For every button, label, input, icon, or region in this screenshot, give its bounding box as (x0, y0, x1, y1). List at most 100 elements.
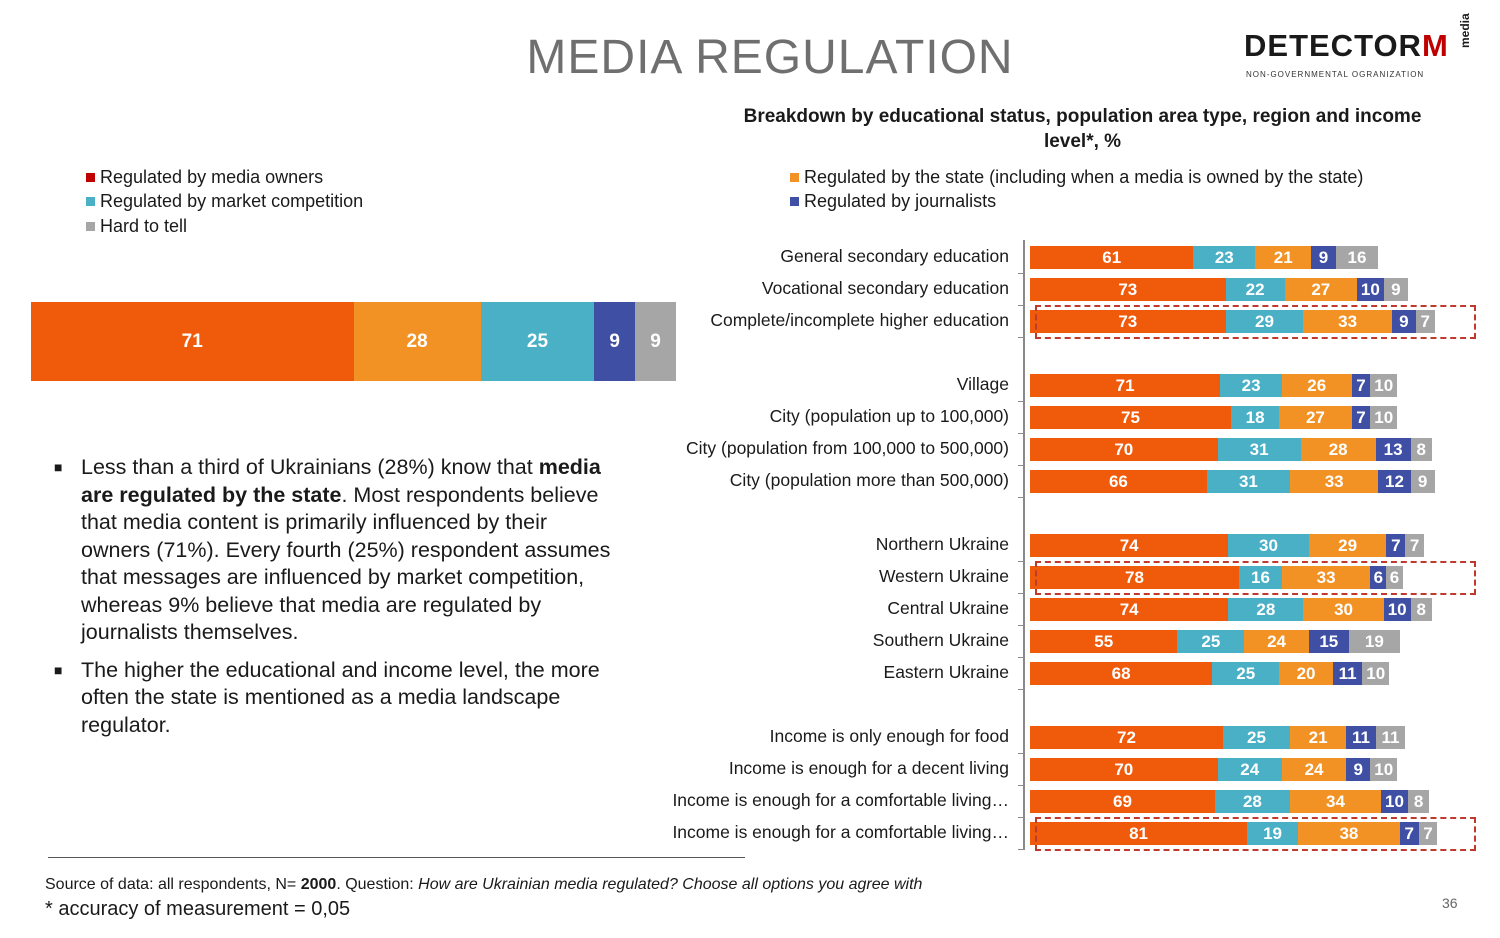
bar-segment: 75 (1030, 406, 1231, 429)
bar-segment: 68 (1030, 662, 1213, 685)
bar-segment: 28 (1300, 438, 1376, 461)
legend-label: Regulated by journalists (804, 191, 997, 211)
overall-bar-segment: 9 (635, 302, 676, 381)
bar-segment: 61 (1030, 246, 1194, 269)
bar-segment: 18 (1231, 406, 1280, 429)
chart-title: Breakdown by educational status, populat… (743, 106, 1422, 152)
row-label: Eastern Ukraine (883, 662, 1009, 682)
bar-segment: 20 (1279, 662, 1333, 685)
bar-segment: 25 (1222, 726, 1290, 749)
bar-segment: 10 (1370, 406, 1398, 429)
accuracy-note: * accuracy of measurement = 0,05 (45, 898, 351, 920)
row-label: Northern Ukraine (875, 534, 1009, 554)
bar-segment: 29 (1225, 310, 1304, 333)
bar-segment: 33 (1289, 470, 1379, 493)
axis-tick (1018, 273, 1024, 274)
bar-segment: 78 (1030, 566, 1240, 589)
bar-segment: 71 (1030, 374, 1221, 397)
legend-state: Regulated by the state (including when a… (790, 167, 1363, 188)
footer-divider (48, 857, 745, 858)
bar-segment: 11 (1375, 726, 1406, 749)
bar-segment: 30 (1228, 534, 1309, 557)
bar-segment: 9 (1410, 470, 1435, 493)
bar-segment: 7 (1418, 822, 1438, 845)
axis-tick (1018, 625, 1024, 626)
source-note: Source of data: all respondents, N= 2000… (45, 876, 922, 894)
overall-stacked-bar: 71 28 25 9 9 (31, 302, 676, 381)
bar-segment: 27 (1284, 278, 1357, 301)
bar-segment: 7 (1351, 374, 1371, 397)
page-number: 36 (1442, 895, 1458, 911)
overall-bar-segment: 28 (353, 302, 481, 381)
bar-segment: 28 (1228, 598, 1304, 621)
bar-segment: 81 (1030, 822, 1248, 845)
bar-segment: 70 (1030, 438, 1218, 461)
bar-segment: 8 (1410, 438, 1432, 461)
bullet-text: The higher the educational and income le… (81, 657, 600, 737)
axis-tick (1018, 657, 1024, 658)
bar-segment: 33 (1281, 566, 1371, 589)
row-label: Income is enough for a comfortable livin… (672, 822, 1009, 842)
legend-journalists: Regulated by journalists (790, 191, 996, 212)
legend-market: Regulated by market competition (86, 191, 363, 212)
bar-segment: 6 (1386, 566, 1403, 589)
legend-label: Regulated by the state (including when a… (804, 167, 1364, 187)
sample-size: 2000 (300, 876, 337, 893)
legend-swatch (86, 173, 95, 182)
overall-bar-segment: 9 (594, 302, 636, 381)
axis-tick (1018, 785, 1024, 786)
bar-segment: 19 (1348, 630, 1400, 653)
legend-label: Regulated by market competition (100, 191, 364, 211)
axis-tick (1018, 689, 1024, 690)
bar-segment: 15 (1308, 630, 1349, 653)
highlight-box (1035, 305, 1476, 339)
axis-tick (1018, 561, 1024, 562)
bar-segment: 7 (1399, 822, 1419, 845)
axis-tick (1018, 465, 1024, 466)
bar-segment: 16 (1239, 566, 1282, 589)
bar-segment: 23 (1193, 246, 1256, 269)
row-label: Central Ukraine (887, 598, 1009, 618)
bar-segment: 24 (1281, 758, 1347, 781)
bar-segment: 28 (1214, 790, 1290, 813)
bar-segment: 69 (1030, 790, 1215, 813)
bar-segment: 70 (1030, 758, 1218, 781)
bar-segment: 7 (1351, 406, 1371, 429)
bar-segment: 10 (1370, 374, 1398, 397)
bar-segment: 11 (1346, 726, 1376, 749)
bar-segment: 13 (1375, 438, 1411, 461)
bar-segment: 25 (1177, 630, 1245, 653)
bar-segment: 10 (1362, 662, 1390, 685)
bar-segment: 24 (1244, 630, 1309, 653)
page-title: MEDIA REGULATION (526, 31, 1014, 84)
legend-swatch (790, 197, 799, 206)
bar-segment: 73 (1030, 310, 1226, 333)
logo-word: DETECTORM (1244, 28, 1449, 63)
bar-segment: 7 (1405, 534, 1424, 557)
legend-swatch (86, 222, 95, 231)
axis-tick (1018, 433, 1024, 434)
bullet-text: Less than a third of Ukrainians (28%) kn… (81, 455, 539, 479)
legend-label: Regulated by media owners (100, 167, 324, 187)
bar-segment: 29 (1308, 534, 1387, 557)
bullet-item: ■ The higher the educational and income … (52, 657, 622, 740)
row-label: Southern Ukraine (872, 630, 1009, 650)
bullet-bold-text: media are regulated by the state (81, 455, 601, 507)
bar-segment: 26 (1281, 374, 1352, 397)
bar-segment: 25 (1212, 662, 1280, 685)
bar-segment: 8 (1407, 790, 1430, 813)
legend-media-owners: Regulated by media owners (86, 167, 323, 188)
bar-segment: 12 (1378, 470, 1411, 493)
bar-segment: 10 (1381, 790, 1408, 813)
row-label: Income is only enough for food (769, 726, 1009, 746)
bar-segment: 23 (1220, 374, 1282, 397)
bar-segment: 7 (1415, 310, 1435, 333)
row-label: Vocational secondary education (761, 278, 1009, 298)
bar-segment: 30 (1303, 598, 1384, 621)
bar-segment: 73 (1030, 278, 1226, 301)
source-text: . Question: (336, 876, 419, 893)
bar-segment: 31 (1206, 470, 1290, 493)
overall-bar-segment: 71 (31, 302, 354, 381)
bar-segment: 21 (1255, 246, 1312, 269)
bar-segment: 10 (1356, 278, 1384, 301)
